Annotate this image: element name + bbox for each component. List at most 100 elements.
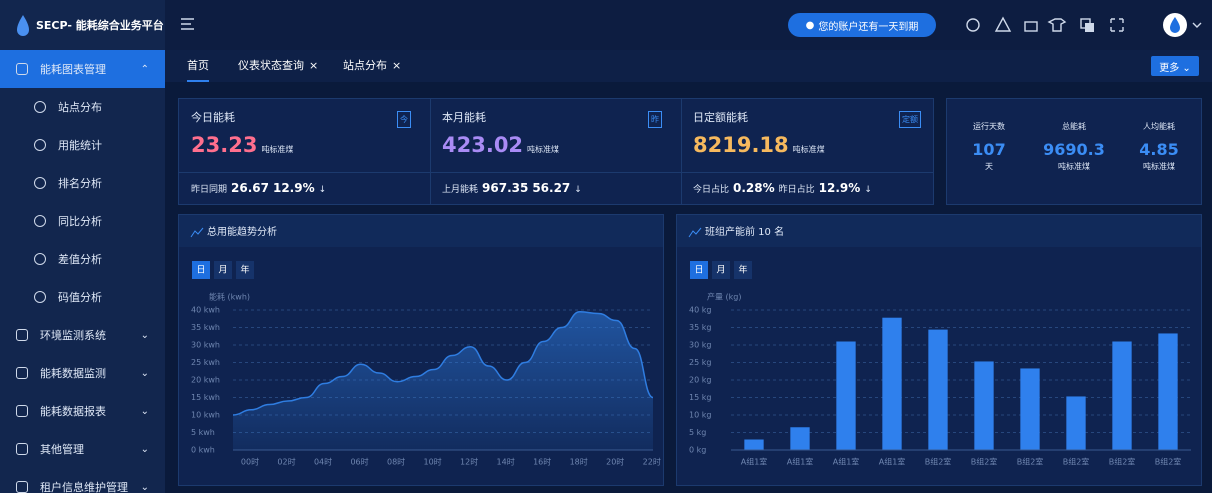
y-tick-label: 10 kg [689, 411, 711, 420]
bar [882, 317, 902, 450]
x-tick-label: 04时 [314, 457, 332, 467]
stat-panel: 今日能耗今 23.23 吨标准煤 昨日同期 26.67 12.9% ↓ 本月能耗昨 423.02… [178, 98, 934, 205]
submenu-label: 用能统计 [58, 139, 102, 152]
y-tick-label: 5 kg [689, 428, 706, 437]
y-tick-label: 25 kwh [191, 358, 220, 367]
x-tick-label: A组1室 [833, 457, 860, 467]
y-tick-label: 20 kwh [191, 376, 220, 385]
menu-label: 租户信息维护管理 [40, 481, 128, 493]
stat-value: 23.23 [191, 133, 258, 157]
submenu-label: 同比分析 [58, 215, 102, 228]
bar [928, 329, 948, 450]
menu-icon [16, 443, 28, 455]
menu-arrow: ⌃ [140, 63, 149, 75]
footer-value: 0.28% [733, 181, 775, 195]
tab[interactable]: 首页 [187, 50, 209, 82]
menu-item[interactable]: 能耗数据报表 ⌄ [0, 392, 165, 430]
stat-value-row: 8219.18 吨标准煤 [693, 133, 825, 157]
range-button[interactable] [236, 261, 254, 279]
bar [744, 439, 764, 450]
y-axis-label: 能耗 (kwh) [209, 292, 250, 302]
menu-icon [16, 405, 28, 417]
stat-unit: 吨标准煤 [792, 145, 825, 154]
tab-close[interactable]: × [392, 58, 402, 72]
footer-label: 今日占比 [693, 185, 730, 195]
tab-label: 首页 [187, 59, 209, 72]
y-tick-label: 0 kg [689, 446, 706, 455]
footer-arrow: ↓ [318, 185, 327, 195]
x-tick-label: 00时 [241, 457, 259, 467]
footer-change: 12.9% [272, 181, 315, 195]
divider [430, 99, 431, 204]
submenu-item[interactable]: 站点分布 [0, 88, 165, 126]
tab-label: 站点分布 [343, 59, 387, 72]
range-button[interactable] [712, 261, 730, 279]
submenu-item[interactable]: 排名分析 [0, 164, 165, 202]
logo-icon [17, 15, 29, 36]
menu-item[interactable]: 能耗图表管理 ⌃ [0, 50, 165, 88]
header-bg [179, 215, 663, 247]
chart-title: 总用能趋势分析 [207, 225, 277, 238]
menu-icon [16, 329, 28, 341]
more-button[interactable]: 更多 ⌄ [1151, 56, 1199, 76]
submenu-item[interactable]: 差值分析 [0, 240, 165, 278]
summary-item: 人均能耗 4.85 吨标准煤 [1119, 121, 1199, 172]
tab[interactable]: 站点分布 × [343, 50, 401, 80]
menu-label: 环境监测系统 [40, 329, 106, 342]
tab[interactable]: 仪表状态查询 × [238, 50, 318, 80]
tab-label: 仪表状态查询 [238, 59, 304, 72]
submenu-item[interactable]: 同比分析 [0, 202, 165, 240]
menu-item[interactable]: 其他管理 ⌄ [0, 430, 165, 468]
footer-arrow: ↓ [574, 185, 582, 195]
y-tick-label: 20 kg [689, 376, 711, 385]
range-button[interactable] [690, 261, 708, 279]
x-tick-label: A组1室 [741, 457, 768, 467]
submenu-label: 站点分布 [58, 101, 102, 114]
submenu-icon [34, 215, 46, 227]
summary-label: 人均能耗 [1143, 122, 1175, 131]
range-button-label: 日 [694, 265, 703, 276]
notice-button[interactable]: ● 您的账户还有一天到期 [788, 13, 936, 37]
menu-icon [16, 481, 28, 493]
footer-change: 56.27 [532, 181, 571, 195]
menu-icon [16, 367, 28, 379]
top-bar: ● 您的账户还有一天到期 [165, 0, 1212, 50]
submenu-label: 差值分析 [58, 253, 102, 266]
range-button[interactable] [734, 261, 752, 279]
y-tick-label: 10 kwh [191, 411, 220, 420]
x-tick-label: A组1室 [879, 457, 906, 467]
toolbar-icons [966, 13, 1202, 37]
menu-arrow: ⌄ [140, 367, 149, 379]
menu-arrow: ⌄ [140, 481, 149, 493]
x-tick-label: B组2室 [1155, 457, 1182, 467]
x-tick-label: 08时 [387, 457, 405, 467]
range-button[interactable] [192, 261, 210, 279]
x-tick-label: B组2室 [925, 457, 952, 467]
submenu-item[interactable]: 用能统计 [0, 126, 165, 164]
menu-item[interactable]: 能耗数据监测 ⌄ [0, 354, 165, 392]
stat-unit: 吨标准煤 [261, 145, 294, 154]
stat-title: 日定额能耗 [693, 111, 748, 124]
summary-value: 107 [972, 140, 1006, 159]
header-icon [688, 227, 702, 238]
range-button[interactable] [214, 261, 232, 279]
x-tick-label: 02时 [277, 457, 295, 467]
submenu-item[interactable]: 码值分析 [0, 278, 165, 316]
divider [681, 99, 682, 204]
submenu-icon [34, 291, 46, 303]
menu-item[interactable]: 租户信息维护管理 ⌄ [0, 468, 165, 493]
menu-label: 其他管理 [40, 443, 84, 456]
x-tick-label: 16时 [533, 457, 551, 467]
summary-value: 4.85 [1139, 140, 1179, 159]
footer-value: 26.67 [231, 181, 269, 195]
bar [1020, 368, 1040, 450]
header-bg [677, 215, 1201, 247]
hamburger[interactable] [180, 17, 196, 33]
summary-panel: 运行天数 107 天 总能耗 9690.3 吨标准煤 人均能耗 4.85 吨标准煤 [946, 98, 1202, 205]
y-tick-label: 15 kwh [191, 393, 220, 402]
summary-unit: 天 [985, 162, 993, 171]
tab-close[interactable]: × [309, 58, 319, 72]
menu-item[interactable]: 环境监测系统 ⌄ [0, 316, 165, 354]
bar [974, 361, 994, 450]
